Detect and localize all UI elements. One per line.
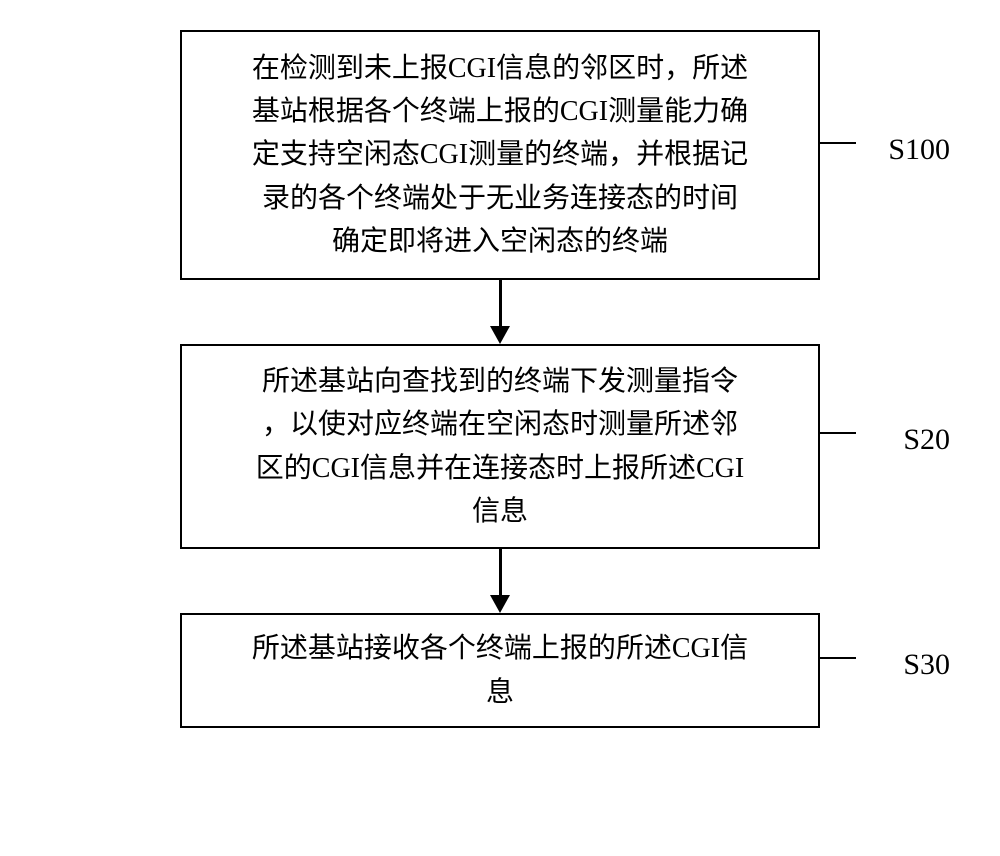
flow-box-text: 在检测到未上报CGI信息的邻区时，所述 基站根据各个终端上报的CGI测量能力确 …	[252, 47, 748, 264]
label-connector	[820, 432, 856, 434]
arrow-head-icon	[490, 595, 510, 613]
arrow-down	[490, 549, 510, 613]
flowchart-container: 在检测到未上报CGI信息的邻区时，所述 基站根据各个终端上报的CGI测量能力确 …	[60, 30, 940, 728]
flow-box-s100: 在检测到未上报CGI信息的邻区时，所述 基站根据各个终端上报的CGI测量能力确 …	[180, 30, 820, 280]
label-connector	[820, 657, 856, 659]
flow-box-s30: 所述基站接收各个终端上报的所述CGI信 息 S30	[180, 613, 820, 728]
arrow-head-icon	[490, 326, 510, 344]
step-label-s100: S100	[888, 127, 950, 174]
step-label-s30: S30	[903, 642, 950, 689]
label-connector	[820, 142, 856, 144]
arrow-line	[499, 280, 502, 326]
flow-box-s20: 所述基站向查找到的终端下发测量指令 ，以使对应终端在空闲态时测量所述邻 区的CG…	[180, 344, 820, 549]
step-label-s20: S20	[903, 417, 950, 464]
flow-box-text: 所述基站向查找到的终端下发测量指令 ，以使对应终端在空闲态时测量所述邻 区的CG…	[256, 360, 744, 534]
flow-box-text: 所述基站接收各个终端上报的所述CGI信 息	[252, 627, 748, 714]
arrow-line	[499, 549, 502, 595]
arrow-down	[490, 280, 510, 344]
